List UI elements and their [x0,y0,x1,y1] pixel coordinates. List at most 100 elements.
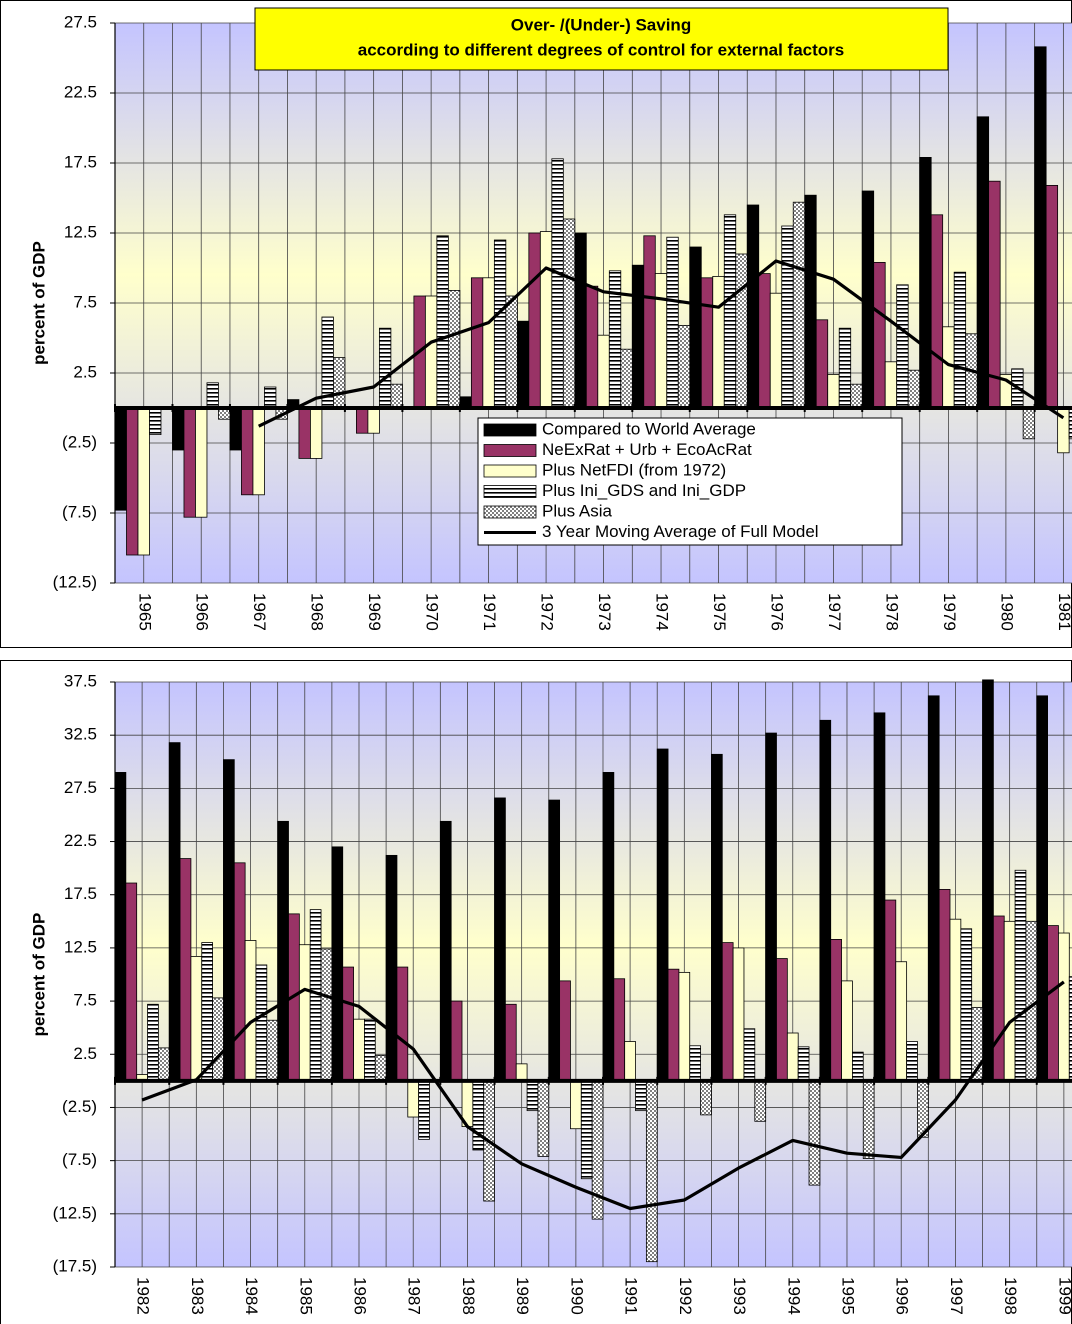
bar [539,231,553,409]
x-tick-label: 1981 [1055,593,1072,631]
bar [264,386,277,409]
legend-label: Plus NetFDI (from 1972) [542,460,726,479]
bar [223,759,235,1082]
legend-swatch [483,464,537,478]
x-tick-label: 1984 [242,1277,261,1315]
bar [1068,976,1072,1082]
bar [838,327,852,409]
bar [482,277,495,409]
bar [190,956,203,1082]
x-tick-label: 1980 [997,593,1016,631]
y-tick-label: (12.5) [53,1203,97,1222]
bar [1047,925,1059,1082]
bar [436,235,449,409]
bar [298,944,311,1082]
legend-swatch [483,423,537,437]
chart-panel: (17.5) (12.5) (7.5) (2.5) 2.5 7.5 12.5 17.5 22.5… [0,660,1072,1324]
legend-label: Plus Ini_GDS and Ini_GDP [542,481,746,500]
bar [537,1080,550,1157]
bar [976,116,990,409]
y-tick-label: (17.5) [53,1256,97,1275]
bar [504,1003,517,1082]
bar [114,772,127,1082]
bar [378,327,392,409]
bar [528,232,541,409]
y-tick-label: 7.5 [73,991,97,1010]
bar [895,961,908,1082]
x-tick-label: 1967 [250,593,269,631]
y-tick-label: 7.5 [73,292,97,311]
bar [364,1018,376,1082]
bar [320,948,333,1082]
bar [126,407,139,556]
y-axis-title: percent of GDP [29,241,48,365]
bar [841,980,853,1082]
bar [743,1028,756,1082]
bar [700,1080,712,1116]
bar [930,214,944,409]
bar [667,968,680,1082]
x-tick-label: 1986 [351,1277,370,1315]
bar [580,1080,593,1180]
bar [613,978,626,1082]
bar [689,246,702,409]
bar [241,407,254,496]
x-tick-label: 1990 [567,1277,586,1315]
bar [689,1045,701,1082]
bar [385,854,398,1082]
x-tick-label: 1993 [730,1277,749,1315]
y-tick-label: 2.5 [73,1044,97,1063]
bar [439,820,452,1082]
bar [635,1080,647,1112]
bar [927,695,940,1082]
bar [769,292,783,409]
bar [597,334,610,409]
bar [574,232,587,409]
legend-swatch [483,444,537,457]
bar [815,319,829,409]
legend-swatch [483,485,537,498]
bar [1068,407,1072,440]
bar [884,361,898,409]
bar [212,997,224,1082]
bar [562,218,576,409]
bar [953,271,967,409]
bar [450,1000,463,1082]
bar [201,942,213,1082]
bar [776,958,788,1082]
bar [407,1080,420,1118]
x-tick-label: 1999 [1055,1277,1072,1315]
x-tick-label: 1992 [676,1277,695,1315]
bar [754,1080,767,1122]
bar [149,407,162,436]
bar [781,225,794,409]
bar [551,158,564,409]
bar [1025,920,1038,1082]
bar [645,1080,658,1263]
bar [255,964,268,1082]
bar [949,918,962,1082]
x-tick-label: 1983 [188,1277,207,1315]
bar [505,295,518,409]
x-tick-label: 1994 [784,1277,803,1315]
bar [746,204,760,409]
bar [1045,184,1059,409]
bar [367,407,380,434]
x-tick-label: 1985 [296,1277,315,1315]
bar [526,1080,539,1112]
chart-subtitle: according to different degrees of contro… [358,40,844,59]
y-tick-label: 12.5 [64,937,97,956]
bar [266,1019,279,1082]
bar [1036,695,1049,1082]
title-box [254,7,949,71]
bar [938,889,951,1082]
chart-panel: (12.5) (7.5) (2.5) 2.5 7.5 12.5 17.5 22.5 27.5 pe… [0,0,1072,648]
bar [233,862,246,1082]
x-tick-label: 1995 [838,1277,857,1315]
bar [585,285,599,409]
y-tick-label: (2.5) [62,1097,97,1116]
y-tick-label: 27.5 [64,12,97,31]
bar [331,846,344,1082]
y-axis-title: percent of GDP [29,913,48,1037]
